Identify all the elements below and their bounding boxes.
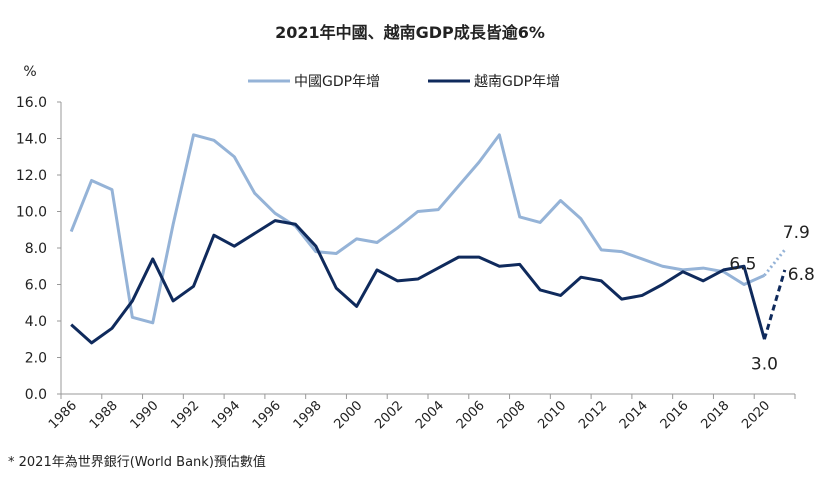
forecast-segment-vietnam (764, 270, 784, 339)
y-tick-label: 12.0 (16, 168, 47, 184)
x-tick-label: 1992 (168, 398, 202, 432)
y-tick-label: 16.0 (16, 95, 47, 111)
data-label: 3.0 (751, 354, 778, 374)
y-tick-label: 10.0 (16, 205, 47, 221)
y-tick-label: 6.0 (25, 278, 47, 294)
x-tick-label: 2004 (413, 398, 447, 432)
y-tick-label: 0.0 (25, 387, 47, 403)
x-tick-label: 2008 (495, 398, 529, 432)
x-tick-label: 1988 (87, 398, 121, 432)
y-tick-label: 14.0 (16, 132, 47, 148)
x-tick-label: 2002 (372, 398, 406, 432)
forecast-segment-china (764, 250, 784, 276)
legend-label-china: 中國GDP年增 (294, 74, 380, 90)
x-tick-label: 2006 (454, 398, 488, 432)
y-tick-label: 8.0 (25, 241, 47, 257)
x-tick-label: 2010 (535, 398, 569, 432)
chart-title: 2021年中國、越南GDP成長皆逾6% (275, 23, 545, 42)
series-line-china (71, 135, 764, 323)
x-tick-label: 1998 (291, 398, 325, 432)
legend-label-vietnam: 越南GDP年增 (474, 74, 560, 90)
data-label: 7.9 (783, 223, 810, 243)
y-tick-label: 2.0 (25, 351, 47, 367)
x-tick-label: 2020 (739, 398, 773, 432)
footnote: * 2021年為世界銀行(World Bank)預估數值 (8, 454, 266, 470)
x-tick-label: 2000 (331, 398, 365, 432)
series-line-vietnam (71, 221, 764, 343)
legend: 中國GDP年增 越南GDP年增 (248, 74, 560, 90)
x-tick-label: 2012 (576, 398, 610, 432)
x-tick-label: 1990 (128, 398, 162, 432)
data-label: 6.5 (729, 254, 756, 274)
x-tick-label: 1994 (209, 398, 243, 432)
y-axis-unit: % (23, 64, 36, 80)
x-tick-label: 2016 (658, 398, 692, 432)
x-tick-label: 2014 (617, 398, 651, 432)
data-label: 6.8 (788, 265, 815, 285)
x-tick-label: 1996 (250, 398, 284, 432)
x-tick-label: 1986 (46, 398, 80, 432)
y-tick-label: 4.0 (25, 314, 47, 330)
x-tick-label: 2018 (698, 398, 732, 432)
